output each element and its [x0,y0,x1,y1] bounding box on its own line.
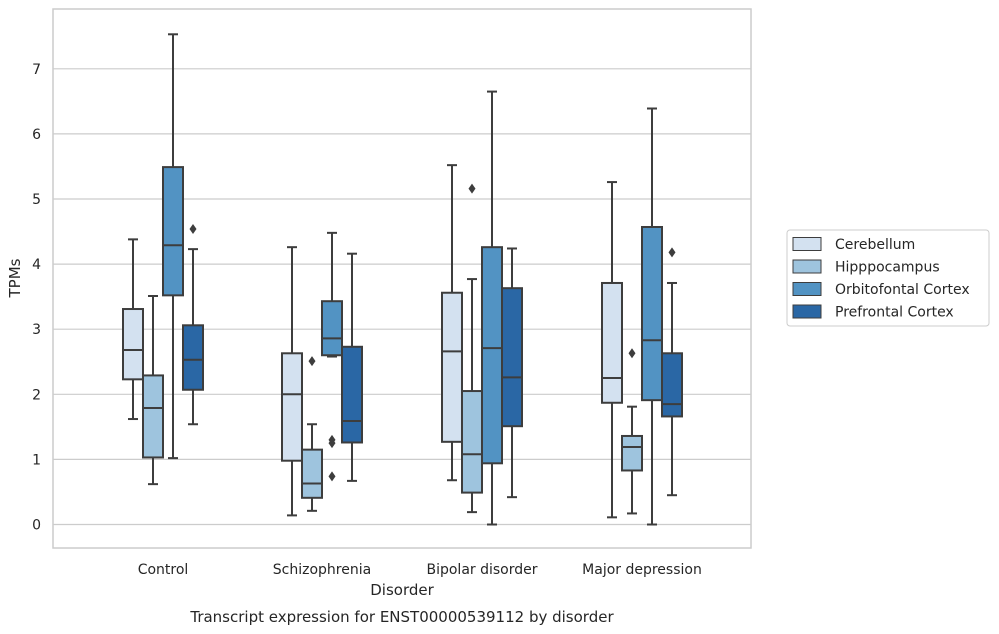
grid-lines [53,68,751,526]
y-tick-label: 4 [32,257,41,273]
box-group [481,90,503,526]
y-axis-ticks: 0 1 2 3 4 5 6 7 [32,62,41,534]
box-iqr [601,281,623,404]
box-group [122,238,144,421]
legend-label: Hipppocampus [835,260,940,276]
box-group [601,181,623,519]
x-tick-label: Schizophrenia [273,562,371,578]
box-group [162,33,184,460]
legend-frame [786,229,990,327]
box-iqr [281,352,303,462]
box-iqr [461,390,483,494]
box-iqr [321,300,343,357]
x-tick-label: Bipolar disorder [426,562,537,578]
box-group [301,356,323,512]
chart-title: Transcript expression for ENST0000053911… [189,608,614,626]
box-group [142,294,164,486]
box-plots [122,33,683,526]
box-group [661,247,683,497]
legend-label: Cerebellum [835,237,915,253]
box-group [641,107,663,526]
box-group [501,247,523,499]
outlier-point [189,223,197,234]
box-group [441,164,463,482]
box-group [281,246,303,517]
y-tick-label: 0 [32,518,41,534]
y-axis-label: TPMs [6,258,24,298]
legend: Cerebellum Hipppocampus Orbitofontal Corte… [786,229,990,327]
y-tick-label: 7 [32,62,41,78]
y-tick-label: 3 [32,322,41,338]
box-iqr [641,225,663,402]
outlier-point [308,356,316,367]
legend-swatch [792,282,822,296]
legend-label: Prefrontal Cortex [835,305,954,321]
legend-swatch [792,304,822,319]
box-iqr [441,291,463,443]
box-group [341,252,363,482]
box-iqr [182,324,204,391]
x-tick-label: Major depression [582,562,702,578]
box-iqr [142,374,164,459]
box-iqr [481,246,503,465]
outlier-point [328,471,336,482]
x-axis-ticks: Control Schizophrenia Bipolar disorder Majo… [138,562,702,578]
box-iqr [341,345,363,444]
box-group [182,223,204,426]
outlier-point [468,183,476,194]
legend-swatch [792,259,822,274]
box-iqr [501,287,523,428]
y-tick-label: 5 [32,192,41,208]
legend-swatch [792,237,822,251]
x-axis-label: Disorder [370,581,434,599]
box-iqr [122,308,144,381]
box-iqr [301,448,323,499]
x-tick-label: Control [138,562,189,578]
box-iqr [621,434,643,472]
y-tick-label: 1 [32,452,41,468]
plot-frame [52,8,752,549]
box-iqr [661,352,683,418]
y-tick-label: 6 [32,127,41,143]
outlier-point [668,247,676,258]
outlier-point [628,348,636,359]
legend-label: Orbitofontal Cortex [835,282,970,298]
y-tick-label: 2 [32,387,41,403]
box-group [321,231,343,482]
box-group [621,348,643,515]
box-iqr [162,166,184,297]
outlier-point [328,438,336,449]
